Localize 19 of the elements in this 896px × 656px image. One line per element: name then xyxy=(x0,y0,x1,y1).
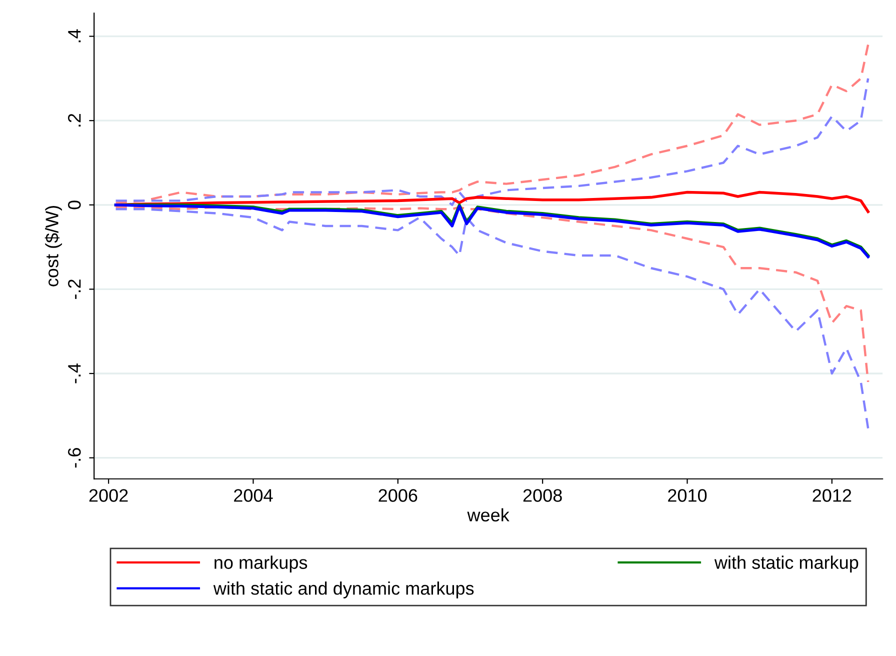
x-tick-label: 2006 xyxy=(378,489,418,502)
legend-label: with static and dynamic markups xyxy=(213,582,474,598)
x-tick-label: 2002 xyxy=(89,489,128,502)
x-axis-title: week xyxy=(467,508,510,522)
line-series xyxy=(114,77,870,206)
y-tick-label: -.4 xyxy=(68,363,81,384)
y-tick-label: 0 xyxy=(68,200,81,210)
legend-label: with static markup xyxy=(714,556,858,573)
x-tick-label: 2008 xyxy=(523,489,562,502)
y-tick-label: .2 xyxy=(68,114,81,126)
legend-label: no markups xyxy=(214,556,308,573)
x-tick-label: 2010 xyxy=(668,489,707,502)
line-series xyxy=(114,208,870,430)
x-tick-label: 2012 xyxy=(812,489,852,502)
x-tick-label: 2004 xyxy=(234,489,273,502)
y-tick-label: -.2 xyxy=(68,280,81,299)
y-tick-label: -.6 xyxy=(68,448,81,468)
y-axis-title: cost ($/W) xyxy=(44,206,62,286)
y-tick-label: .4 xyxy=(68,29,81,42)
